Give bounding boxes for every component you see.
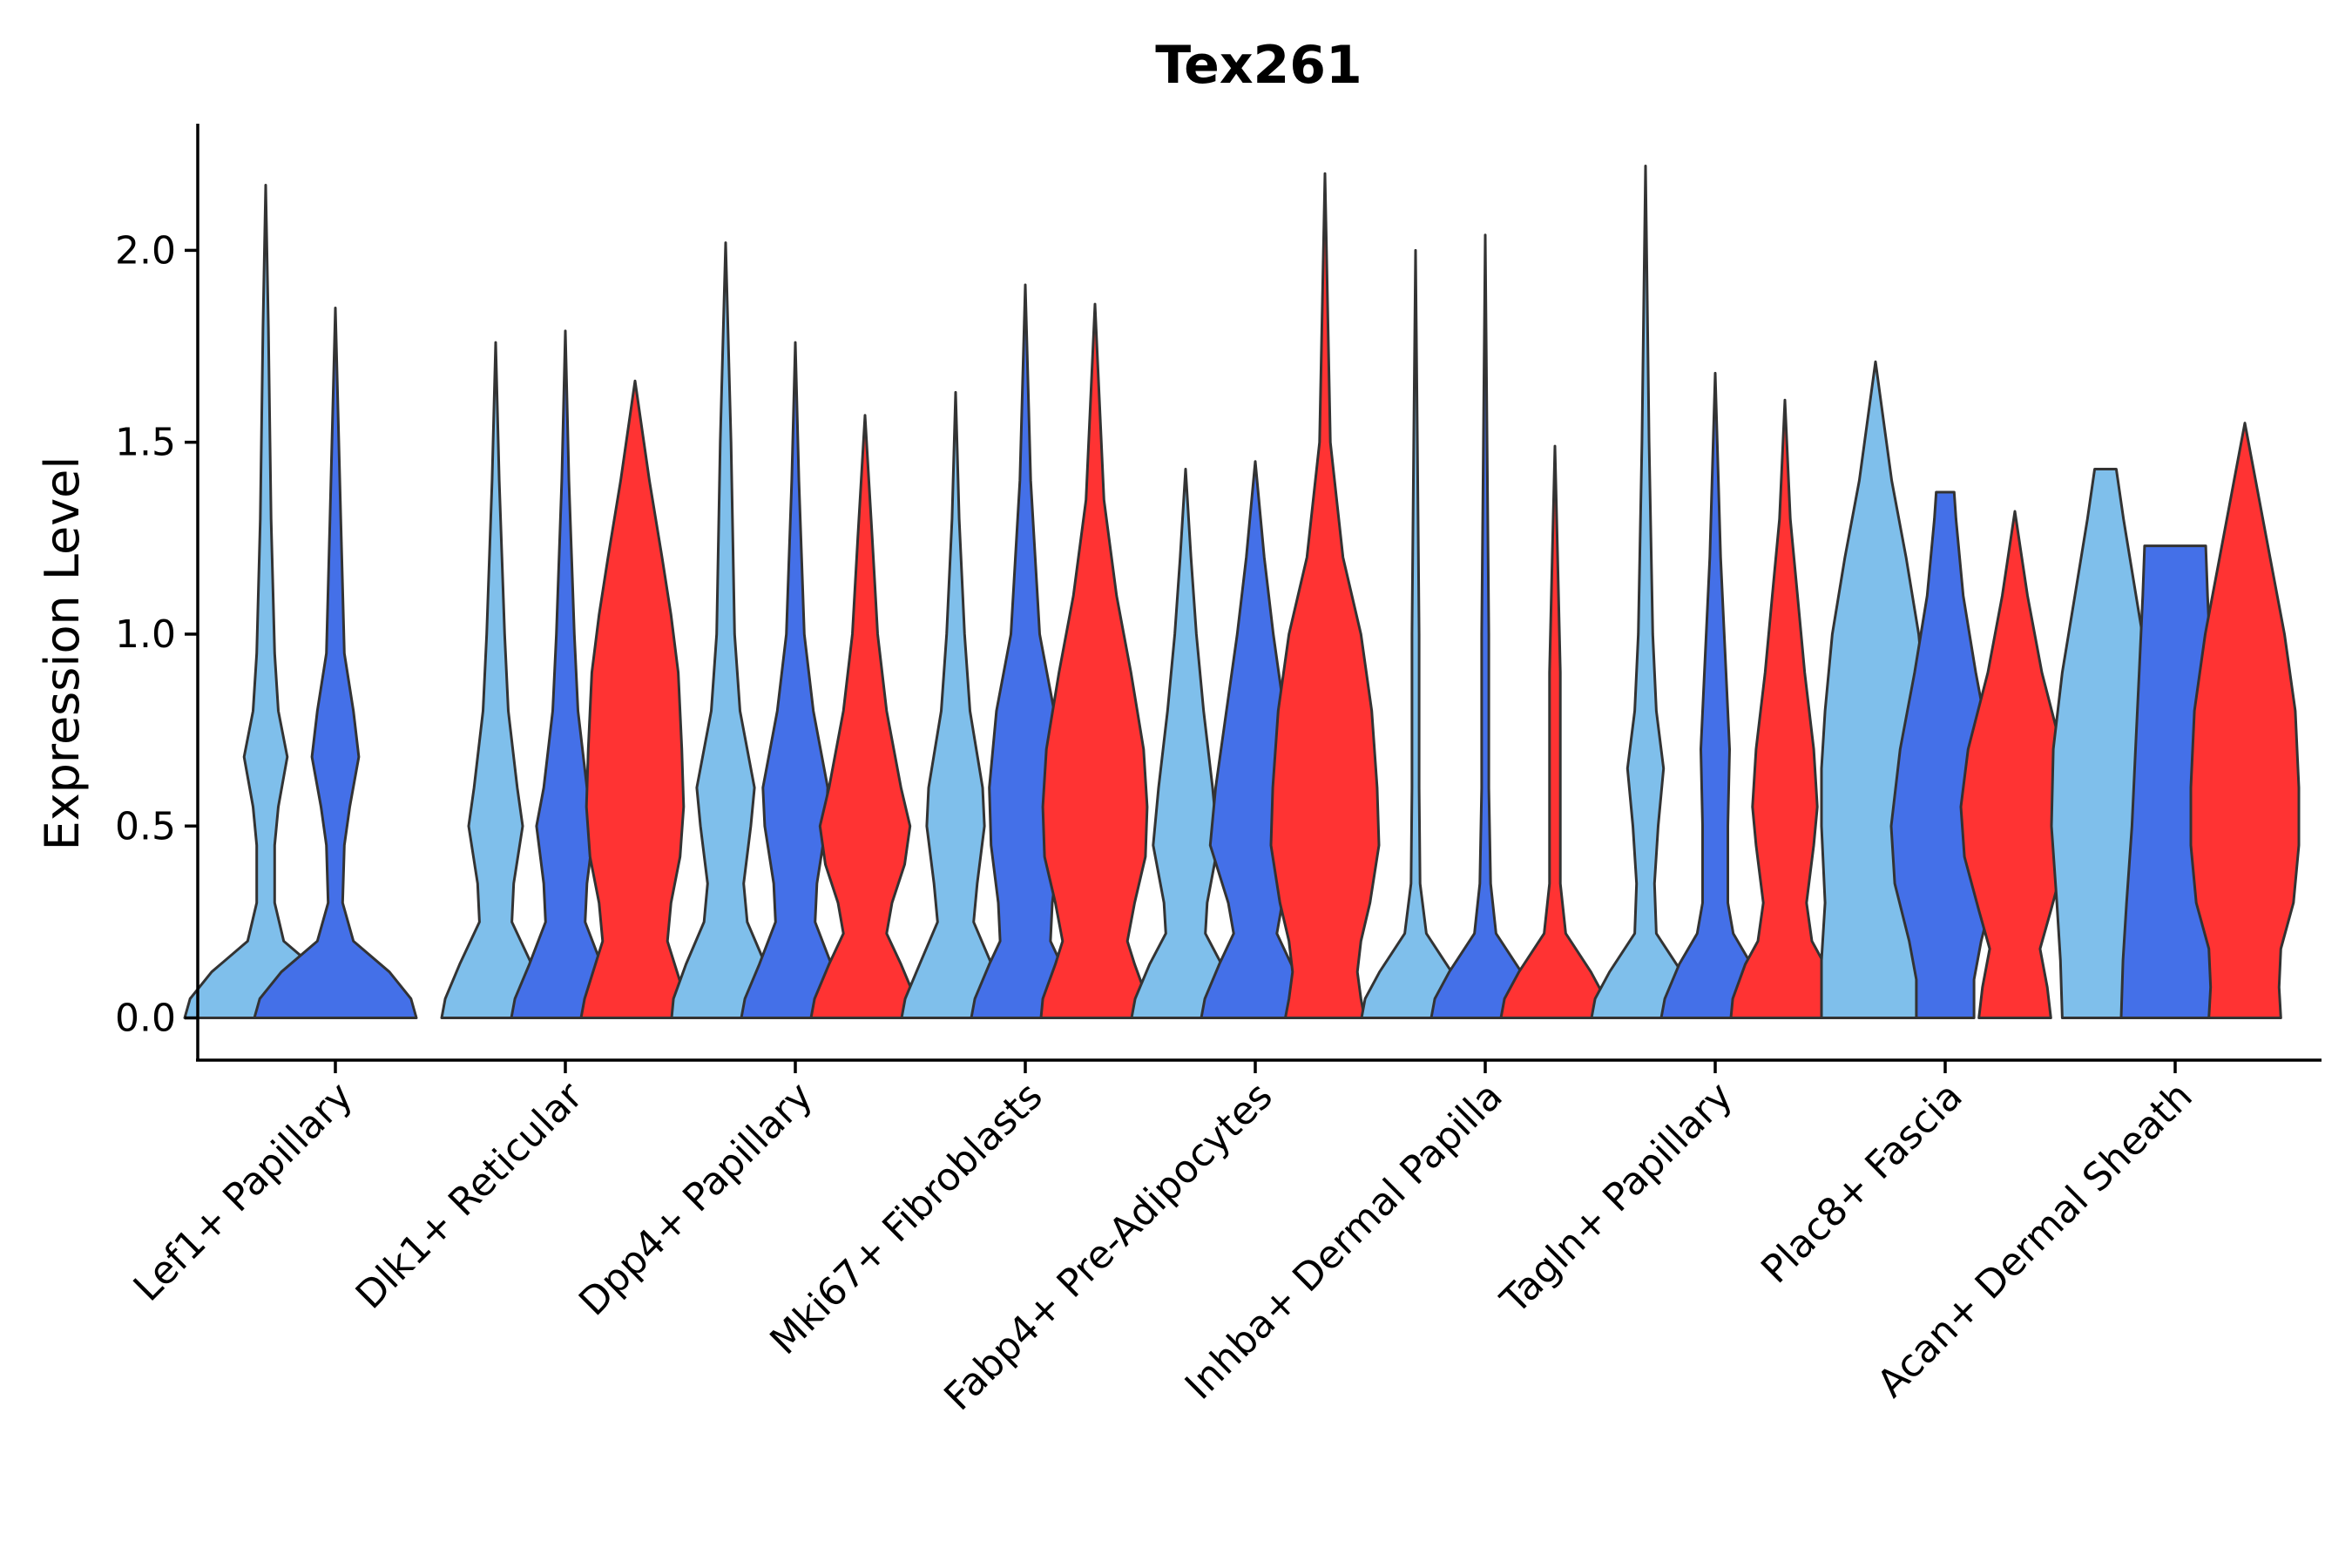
violin-mki67-fibroblasts-light-blue bbox=[900, 390, 1011, 1019]
y-tick-label: 2.0 bbox=[115, 228, 176, 273]
violin-fabp4-pre-adipocytes-red bbox=[1269, 172, 1381, 1019]
violin-dpp4-papillary-light-blue bbox=[670, 241, 781, 1019]
violin-inhba-dermal-papilla-light-blue bbox=[1360, 248, 1471, 1019]
violin-tagln-papillary-blue bbox=[1659, 371, 1771, 1019]
x-tick-label-dlk1-reticular: Dlk1+ Reticular bbox=[348, 1073, 592, 1318]
violin-fabp4-pre-adipocytes-light-blue bbox=[1130, 468, 1241, 1019]
violin-acan-dermal-sheath-red bbox=[2189, 422, 2301, 1019]
axes-group bbox=[196, 124, 2322, 1062]
violin-dlk1-reticular-light-blue bbox=[440, 341, 551, 1019]
violin-mki67-fibroblasts-red bbox=[1039, 302, 1151, 1019]
violin-plac8-fascia-red bbox=[1959, 510, 2071, 1019]
violin-dpp4-papillary-red bbox=[809, 414, 921, 1019]
y-tick-label: 0.5 bbox=[115, 804, 176, 848]
y-axis-label: Expression Level bbox=[35, 456, 90, 851]
y-ticks-group: 0.0 0.5 1.0 1.5 2.0 bbox=[115, 228, 198, 1041]
x-tick-label-lef1-papillary: Lef1+ Papillary bbox=[125, 1074, 362, 1310]
violin-lef1-papillary-blue bbox=[253, 307, 418, 1019]
violin-lef1-papillary-light-blue bbox=[183, 184, 348, 1019]
chart-title: Tex261 bbox=[1155, 35, 1362, 96]
x-tick-label-dpp4-papillary: Dpp4+ Papillary bbox=[571, 1074, 821, 1325]
violins-group bbox=[183, 165, 2301, 1019]
violin-dpp4-papillary-blue bbox=[740, 341, 851, 1019]
violin-tagln-papillary-light-blue bbox=[1590, 165, 1701, 1019]
violin-dlk1-reticular-red bbox=[579, 379, 691, 1019]
violin-tagln-papillary-red bbox=[1729, 398, 1841, 1019]
y-tick-label: 1.5 bbox=[115, 421, 176, 465]
y-tick-label: 0.0 bbox=[115, 997, 176, 1041]
violin-dlk1-reticular-blue bbox=[510, 329, 621, 1019]
violin-inhba-dermal-papilla-red bbox=[1499, 444, 1611, 1019]
x-tick-label-tagln-papillary: Tagln+ Papillary bbox=[1492, 1074, 1741, 1323]
violin-inhba-dermal-papilla-blue bbox=[1429, 233, 1541, 1019]
x-tick-label-plac8-fascia: Plac8+ Fascia bbox=[1753, 1074, 1971, 1293]
y-tick-label: 1.0 bbox=[115, 612, 176, 657]
